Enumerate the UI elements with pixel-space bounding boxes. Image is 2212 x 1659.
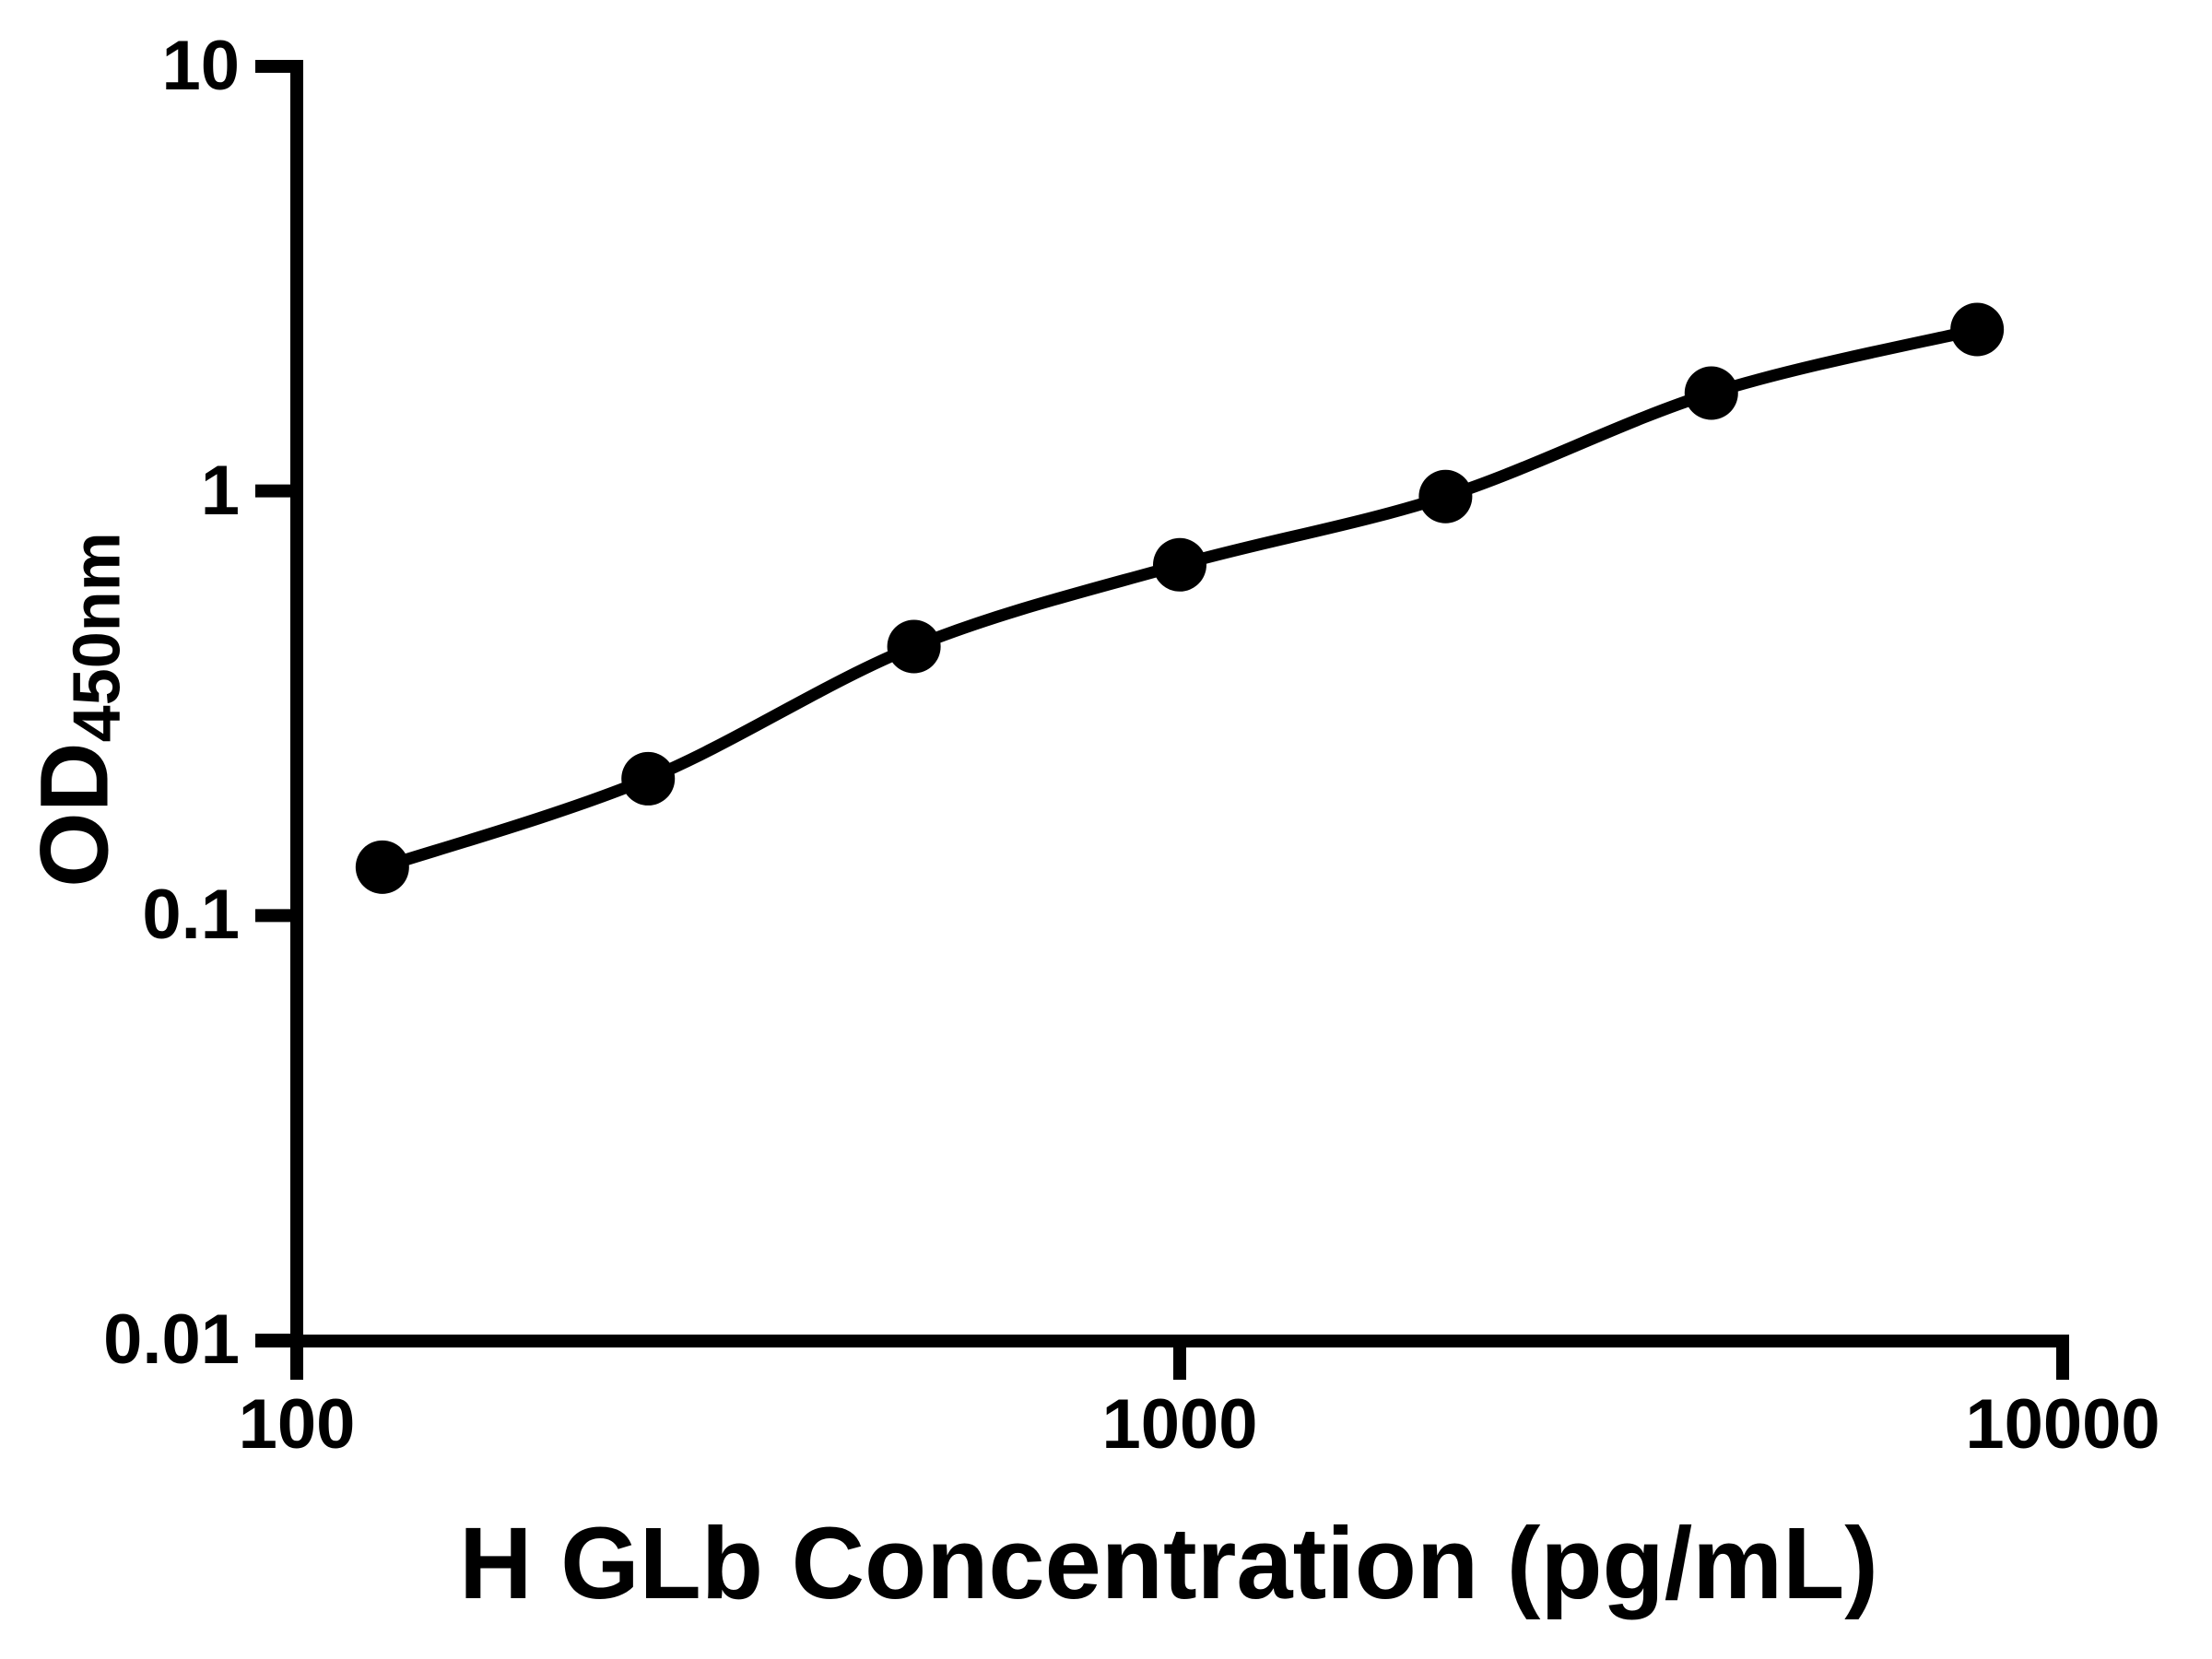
- fit-curve: [376, 324, 1983, 874]
- x-tick-label: 1000: [1101, 1385, 1258, 1464]
- y-axis-title-subscript: 450nm: [60, 532, 135, 743]
- y-tick-label: 1: [200, 451, 240, 530]
- x-tick-label: 100: [238, 1385, 356, 1464]
- x-axis-title: H GLb Concentration (pg/mL): [459, 1507, 1878, 1620]
- y-axis-title: OD450nm: [21, 532, 135, 888]
- standard-curve-line: [376, 324, 1983, 874]
- y-tick-label: 10: [161, 27, 240, 105]
- data-points: [355, 302, 2005, 894]
- data-point-marker: [1418, 469, 1473, 524]
- y-tick-label: 0.01: [103, 1300, 240, 1379]
- data-point-marker: [1153, 537, 1206, 592]
- data-point-marker: [887, 619, 941, 674]
- axes: [255, 60, 2069, 1380]
- data-point-marker: [621, 751, 676, 806]
- y-tick-label: 0.1: [142, 876, 240, 955]
- axis-spines: [255, 60, 2069, 1347]
- x-tick-label: 10000: [1965, 1385, 2160, 1464]
- data-point-marker: [1684, 366, 1738, 420]
- data-point-marker: [1950, 302, 2005, 357]
- data-point-marker: [355, 840, 409, 894]
- y-axis-title-main: OD: [20, 742, 129, 888]
